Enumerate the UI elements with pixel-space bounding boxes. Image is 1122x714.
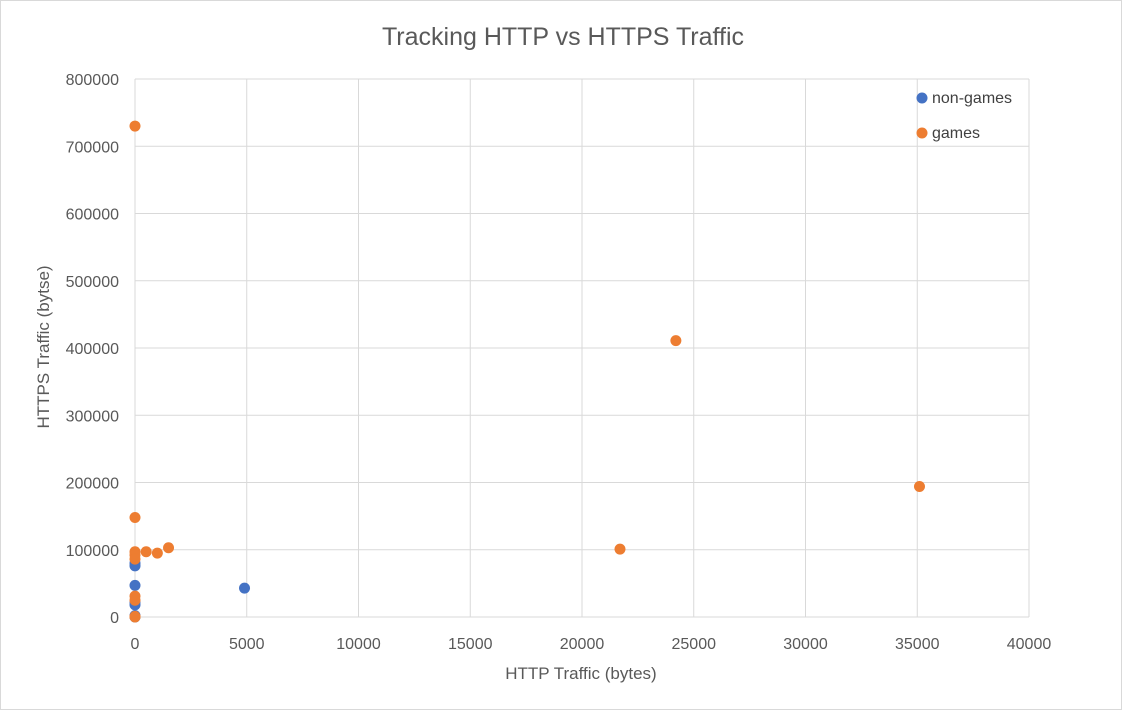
y-tick-label: 500000 xyxy=(66,274,119,291)
games-point xyxy=(913,481,925,493)
x-tick-label: 0 xyxy=(131,636,140,653)
legend-label-games: games xyxy=(932,125,980,142)
games-point xyxy=(670,335,682,347)
legend-marker-non-games xyxy=(916,92,928,104)
gridlines xyxy=(134,78,1030,618)
y-tick-label: 200000 xyxy=(66,476,119,493)
y-tick-label: 300000 xyxy=(66,408,119,425)
x-tick-label: 5000 xyxy=(229,636,265,653)
y-tick-label: 100000 xyxy=(66,543,119,560)
games-point xyxy=(129,553,141,565)
legend: non-games games xyxy=(916,90,1012,142)
y-tick-label: 400000 xyxy=(66,341,119,358)
chart-title: Tracking HTTP vs HTTPS Traffic xyxy=(382,23,744,51)
y-tick-label: 700000 xyxy=(66,139,119,156)
legend-marker-games xyxy=(916,127,928,139)
legend-label-non-games: non-games xyxy=(932,90,1012,107)
y-tick-label: 0 xyxy=(110,610,119,627)
tick-labels: 0100000200000300000400000500000600000700… xyxy=(66,72,1052,653)
x-tick-label: 30000 xyxy=(783,636,828,653)
x-tick-label: 35000 xyxy=(895,636,940,653)
x-axis-title: HTTP Traffic (bytes) xyxy=(505,664,656,683)
games-point xyxy=(129,611,141,623)
x-tick-label: 25000 xyxy=(672,636,717,653)
games-point xyxy=(614,543,626,555)
games-point xyxy=(129,511,141,523)
data-points xyxy=(129,120,925,623)
x-tick-label: 15000 xyxy=(448,636,493,653)
x-tick-label: 10000 xyxy=(336,636,381,653)
y-tick-label: 600000 xyxy=(66,207,119,224)
x-tick-label: 40000 xyxy=(1007,636,1052,653)
games-point xyxy=(151,547,163,559)
y-axis-title: HTTPS Traffic (bytse) xyxy=(34,265,53,428)
non-games-point xyxy=(129,579,141,591)
non-games-point xyxy=(239,582,251,594)
y-tick-label: 800000 xyxy=(66,72,119,89)
games-point xyxy=(140,546,152,558)
games-point xyxy=(129,120,141,132)
games-point xyxy=(163,542,175,554)
x-tick-label: 20000 xyxy=(560,636,605,653)
games-point xyxy=(129,594,141,606)
